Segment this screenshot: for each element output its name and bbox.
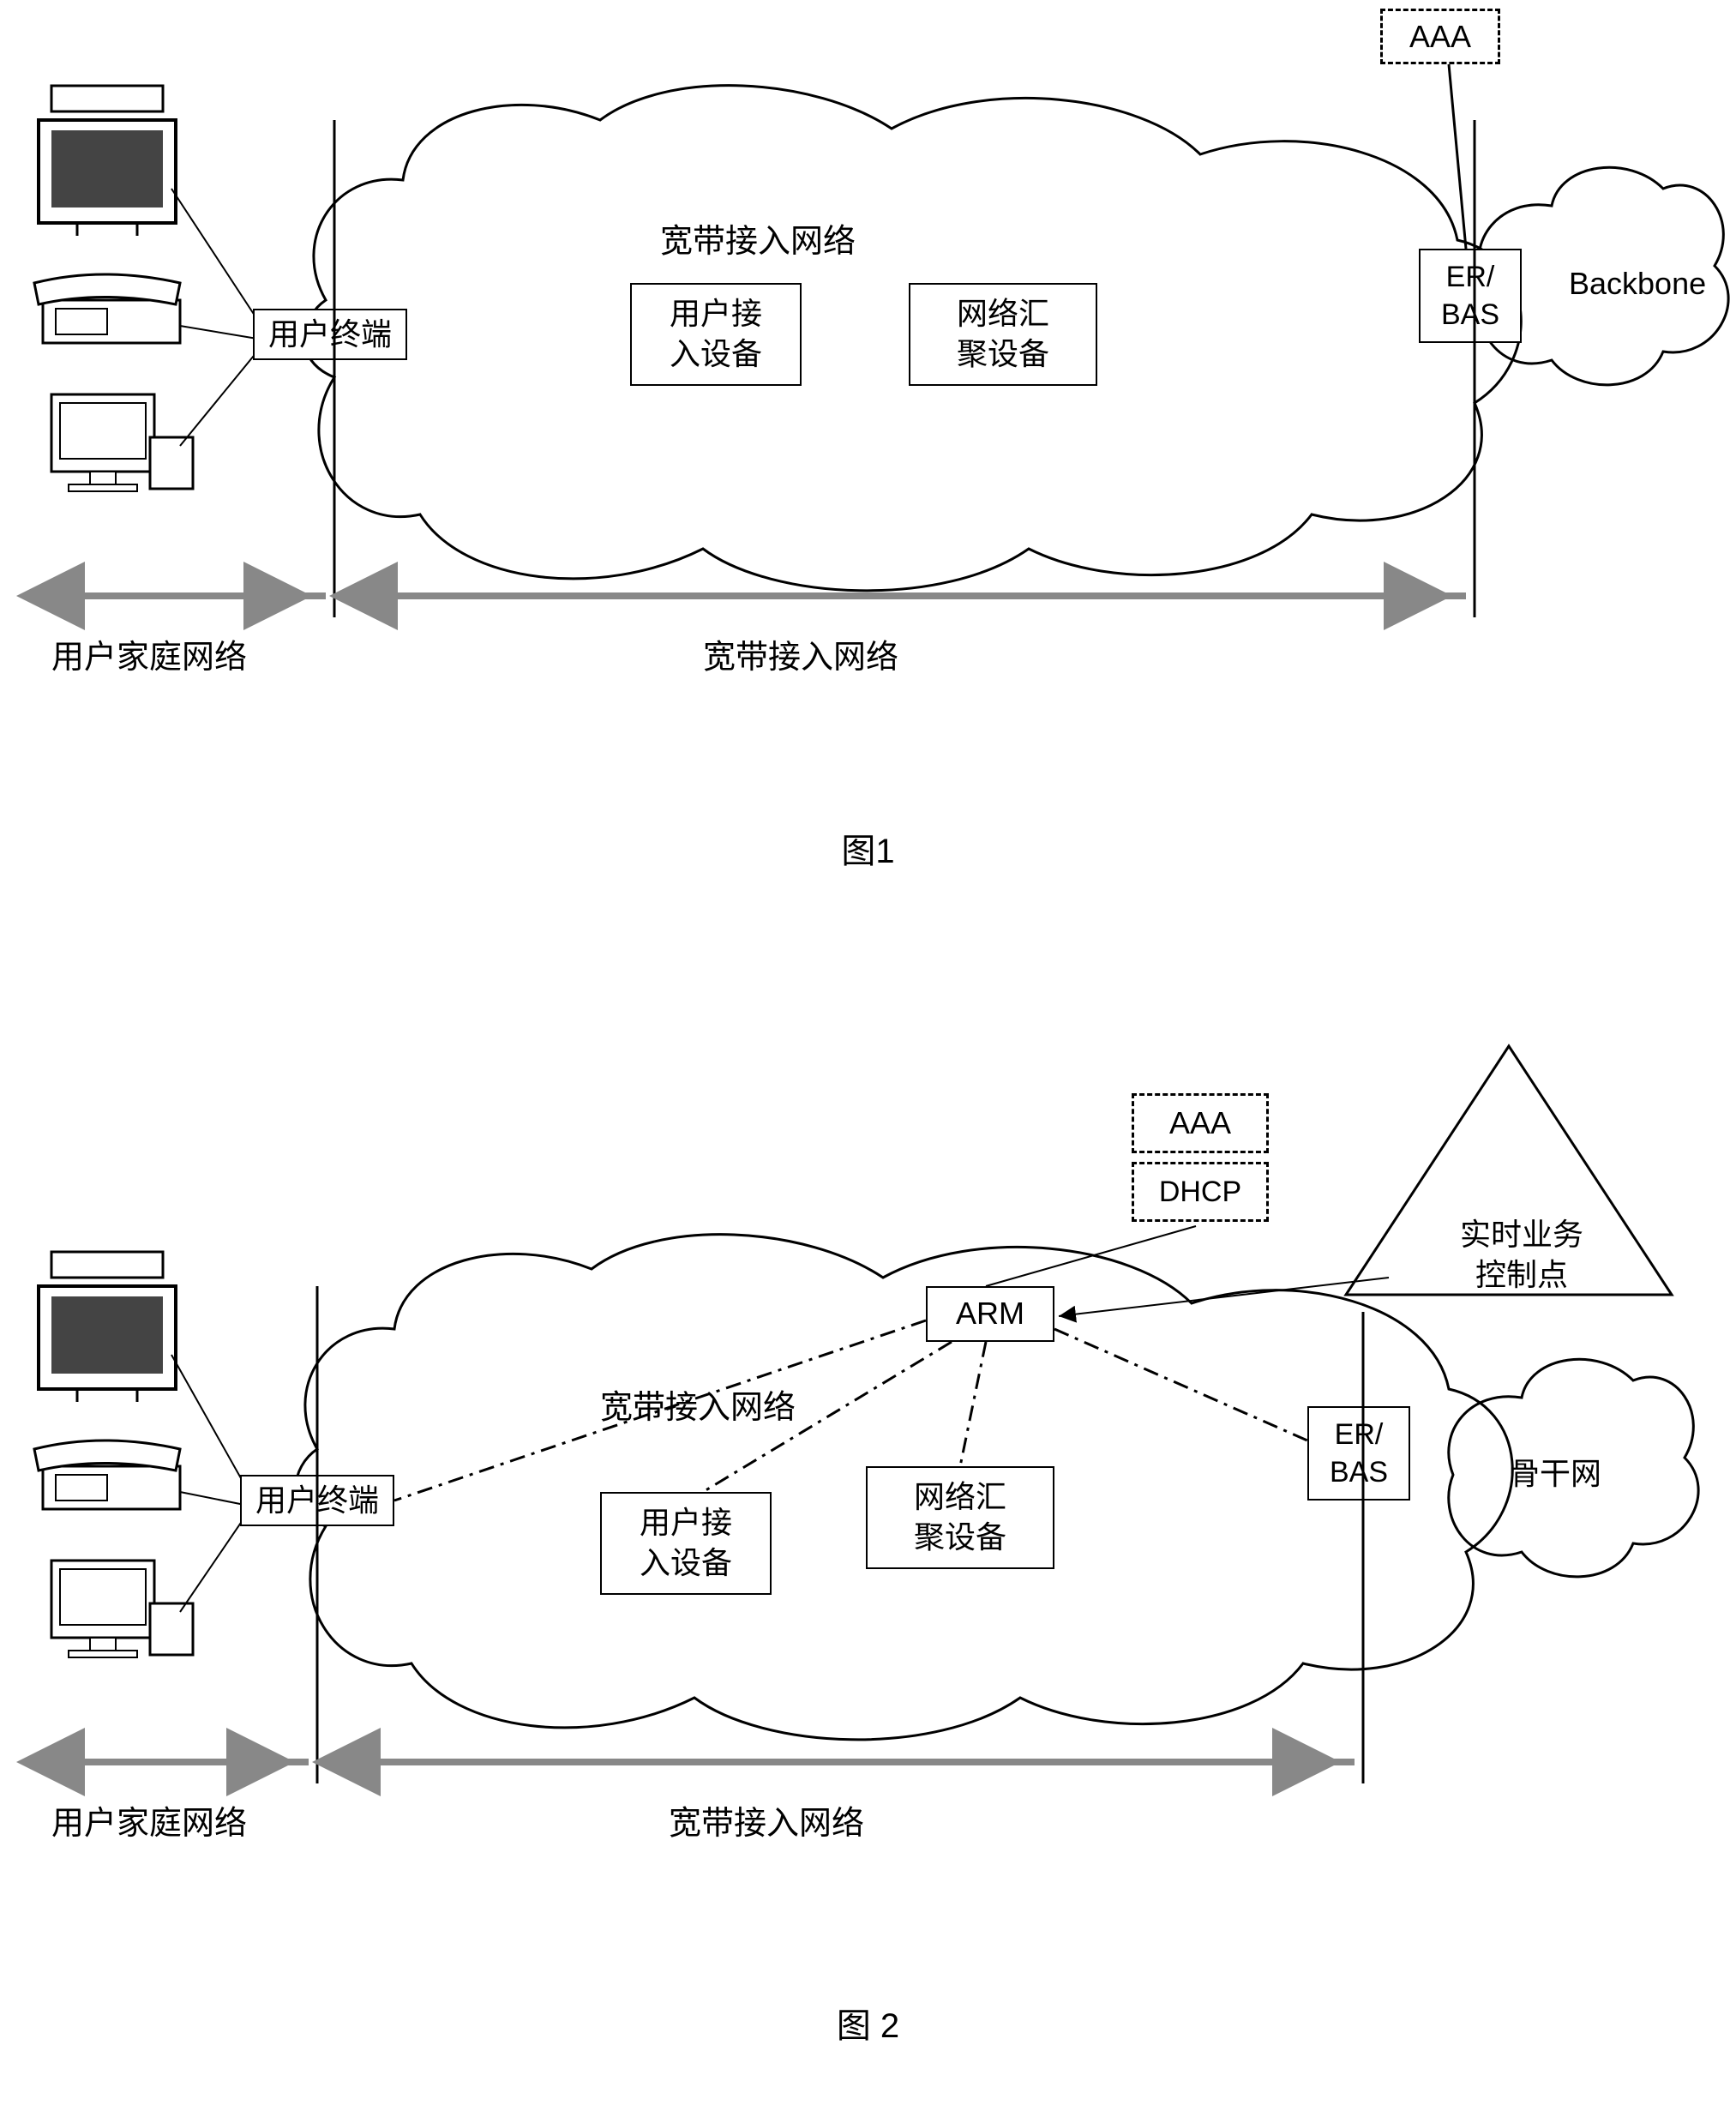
home-net-label-2: 用户家庭网络 [51,1796,247,1843]
boundary-lines-1 [0,0,1736,652]
fig2-caption: 图 2 [837,1998,899,2048]
fig1-caption: 图1 [841,823,894,873]
access-net-label-1: 宽带接入网络 [703,630,898,677]
figure-1: 用户终端 用户接 入设备 网络汇 聚设备 ER/ BAS AAA 宽带接入网络 … [0,0,1736,875]
access-net-label-2: 宽带接入网络 [669,1796,864,1843]
boundary-lines-2 [0,977,1736,1818]
figure-2: 用户终端 用户接 入设备 网络汇 聚设备 ARM ER/ BAS AAA DHC… [0,977,1736,2092]
range-arrows-1 [0,574,1736,626]
range-arrows-2 [0,1741,1736,1792]
home-net-label-1: 用户家庭网络 [51,630,247,677]
